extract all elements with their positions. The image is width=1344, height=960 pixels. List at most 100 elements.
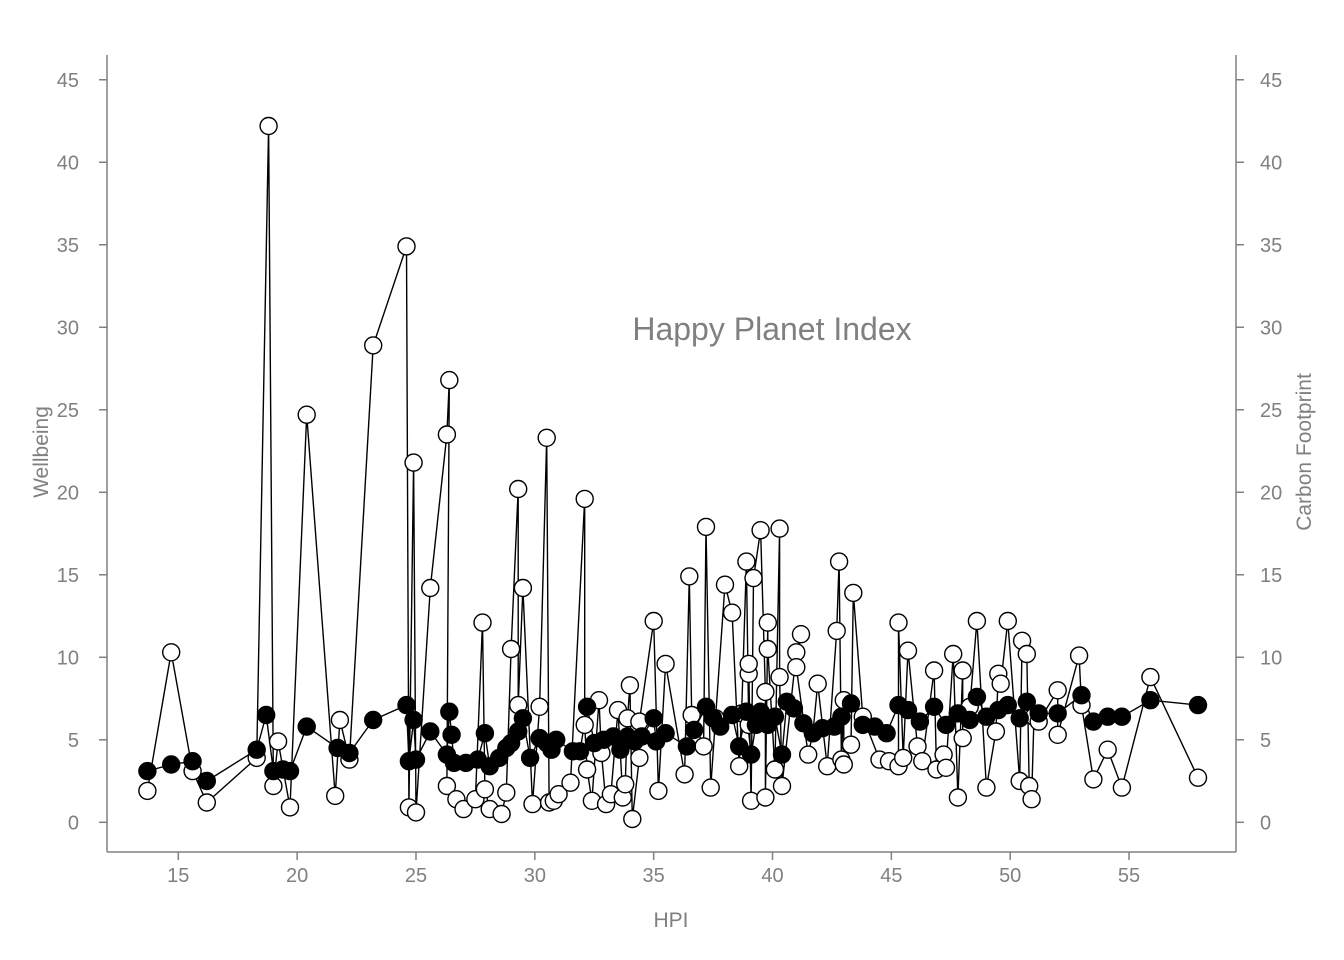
carbon-footprint-point [791,625,811,644]
carbon-footprint-point [454,799,473,819]
wellbeing-point [183,752,202,771]
carbon-footprint-point [575,715,594,735]
wellbeing-point [520,748,540,768]
carbon-footprint-point [268,732,288,751]
x-tick-label: 15 [167,865,189,887]
y-tick-label: 25 [57,400,79,422]
carbon-footprint-point [501,639,521,659]
carbon-footprint-point [936,758,956,777]
wellbeing-point [832,707,851,726]
y2-tick-label: 15 [1260,565,1282,587]
wellbeing-point [1010,709,1029,728]
y2-tick-label: 0 [1260,812,1271,834]
carbon-footprint-point [649,781,668,801]
carbon-footprint-point [739,654,758,674]
carbon-footprint-point [259,116,278,136]
wellbeing-point [340,743,359,763]
carbon-footprint-point [326,786,345,806]
carbon-footprint-point [440,370,459,390]
wellbeing-point [772,745,792,764]
carbon-footprint-points [138,116,1208,829]
carbon-footprint-point [1069,646,1089,665]
wellbeing-point [910,712,930,731]
wellbeing-point [741,745,761,764]
wellbeing-point [404,710,423,730]
y-axis-title: Wellbeing [30,406,53,498]
carbon-footprint-point [523,794,542,814]
y-tick-label: 15 [57,565,79,587]
carbon-footprint-point [404,453,423,472]
carbon-footprint-point [616,775,635,794]
wellbeing-point [1017,692,1037,711]
wellbeing-point [936,715,956,735]
wellbeing-point [570,742,590,761]
carbon-footprint-point [656,654,675,674]
carbon-footprint-point [513,578,533,598]
carbon-footprint-point [844,583,863,603]
carbon-footprint-point [827,621,846,641]
wellbeing-point [1188,695,1208,715]
x-tick-label: 50 [999,865,1021,887]
carbon-footprint-point [898,641,918,660]
carbon-footprint-point [577,760,597,779]
carbon-footprint-point [675,765,694,784]
wellbeing-point [656,724,675,743]
x-tick-label: 20 [286,865,308,887]
wellbeing-point [684,720,704,740]
wellbeing-point [765,707,785,726]
y-tick-label: 10 [57,647,79,669]
carbon-footprint-point [1022,790,1041,809]
carbon-footprint-point [437,425,457,444]
carbon-footprint-point [991,674,1010,693]
y-tick-label: 35 [57,235,79,257]
carbon-footprint-point [1048,725,1067,744]
carbon-footprint-point [744,568,763,588]
y-tick-label: 0 [68,812,79,834]
wellbeing-point [421,722,440,741]
carbon-footprint-point [924,661,944,680]
wellbeing-point [967,687,987,707]
y-tick-label: 20 [57,482,79,504]
carbon-footprint-point [630,748,649,768]
carbon-footprint-point [280,798,300,817]
carbon-footprint-point [1084,770,1103,789]
carbon-footprint-point [889,613,908,632]
y-tick-label: 30 [57,317,79,339]
y-tick-label: 40 [57,152,79,174]
y-tick-label: 5 [68,730,79,752]
carbon-footprint-point [1141,667,1160,687]
wellbeing-point [677,737,697,756]
carbon-footprint-point [722,603,742,622]
carbon-footprint-point [1048,681,1067,700]
carbon-footprint-point [751,521,770,540]
carbon-footprint-point [197,793,217,812]
wellbeing-point [960,710,979,730]
y-tick-label: 45 [57,70,79,92]
y2-tick-label: 20 [1260,482,1282,504]
y2-tick-label: 40 [1260,152,1282,174]
carbon-footprint-point [437,776,457,796]
y2-tick-label: 10 [1260,647,1282,669]
carbon-footprint-point [772,776,792,796]
carbon-footprint-point [473,613,492,632]
x-tick-label: 30 [524,865,546,887]
carbon-footprint-point [161,643,181,662]
carbon-footprint-point [620,676,640,695]
carbon-footprint-point [364,336,383,355]
x-axis-title: HPI [653,909,688,932]
carbon-footprint-point [758,613,777,632]
carbon-footprint-point [475,780,495,799]
wellbeing-point [577,697,597,716]
wellbeing-point [280,761,300,781]
carbon-footprint-point [530,697,549,716]
wellbeing-point [841,694,861,713]
wellbeing-point [397,695,416,715]
carbon-footprint-point [575,489,594,509]
carbon-footprint-point [1098,740,1117,759]
carbon-footprint-point [537,428,556,447]
wellbeing-point [440,702,459,721]
carbon-footprint-point [953,728,972,748]
x-tick-label: 35 [643,865,665,887]
carbon-footprint-point [977,778,996,797]
carbon-footprint-point [894,748,913,768]
